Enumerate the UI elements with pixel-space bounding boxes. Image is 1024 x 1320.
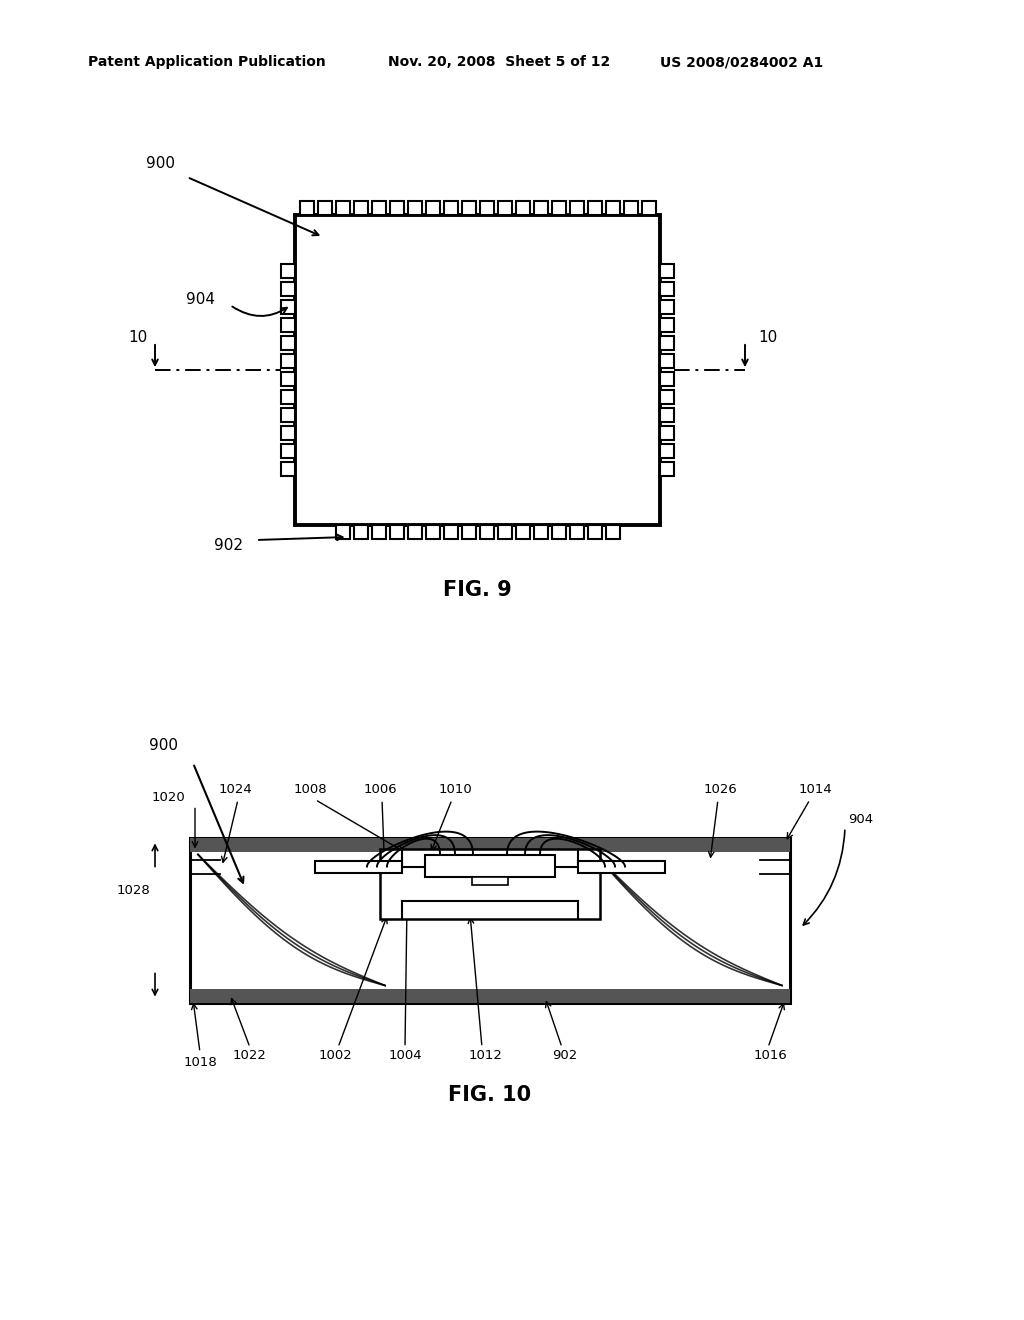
Bar — [372, 201, 385, 215]
Bar — [472, 876, 508, 884]
Bar — [660, 426, 674, 440]
Bar — [605, 525, 620, 539]
Bar — [336, 201, 349, 215]
Text: 1026: 1026 — [703, 783, 737, 796]
Bar — [498, 525, 512, 539]
Text: 1004: 1004 — [388, 1049, 422, 1063]
Bar — [443, 525, 458, 539]
Bar — [534, 201, 548, 215]
Text: 1018: 1018 — [183, 1056, 217, 1069]
Bar — [569, 525, 584, 539]
Text: 1006: 1006 — [364, 783, 397, 796]
Bar — [281, 444, 295, 458]
Bar — [660, 318, 674, 333]
Bar — [353, 201, 368, 215]
Text: 10: 10 — [758, 330, 777, 346]
Text: 902: 902 — [552, 1049, 578, 1063]
Bar — [660, 444, 674, 458]
Bar — [660, 408, 674, 422]
Bar — [281, 300, 295, 314]
Text: 900: 900 — [150, 738, 178, 752]
Bar — [660, 372, 674, 385]
Bar — [660, 282, 674, 296]
Text: Nov. 20, 2008  Sheet 5 of 12: Nov. 20, 2008 Sheet 5 of 12 — [388, 55, 610, 69]
Text: 904: 904 — [848, 813, 873, 826]
Bar — [281, 282, 295, 296]
Text: 1022: 1022 — [233, 1049, 267, 1063]
Text: 1028: 1028 — [117, 883, 150, 896]
Bar — [443, 201, 458, 215]
Bar — [479, 201, 494, 215]
Bar — [380, 849, 600, 919]
Bar — [498, 201, 512, 215]
Text: 1014: 1014 — [798, 783, 831, 796]
Bar — [299, 201, 313, 215]
Bar — [426, 201, 439, 215]
Bar — [408, 201, 422, 215]
Bar — [641, 201, 655, 215]
Bar — [515, 201, 529, 215]
Bar — [281, 372, 295, 385]
Bar — [336, 525, 349, 539]
Text: 1002: 1002 — [318, 1049, 352, 1063]
Text: Patent Application Publication: Patent Application Publication — [88, 55, 326, 69]
Bar — [190, 989, 790, 1002]
Bar — [190, 837, 790, 851]
Bar — [190, 837, 790, 1002]
Bar — [660, 337, 674, 350]
Bar — [389, 525, 403, 539]
Bar — [534, 525, 548, 539]
Bar — [281, 389, 295, 404]
Bar — [281, 462, 295, 477]
Bar — [372, 525, 385, 539]
Bar — [408, 525, 422, 539]
Text: 902: 902 — [214, 537, 243, 553]
Bar — [353, 525, 368, 539]
Text: 904: 904 — [186, 293, 215, 308]
Text: 1010: 1010 — [438, 783, 472, 796]
Bar — [281, 318, 295, 333]
Bar — [425, 854, 555, 876]
Bar — [605, 201, 620, 215]
Bar — [295, 215, 660, 525]
Bar — [426, 525, 439, 539]
Bar — [479, 525, 494, 539]
Bar — [515, 525, 529, 539]
Bar — [588, 525, 601, 539]
Bar — [281, 426, 295, 440]
Bar — [660, 264, 674, 279]
Text: 10: 10 — [129, 330, 148, 346]
Bar — [624, 201, 638, 215]
Bar — [389, 201, 403, 215]
Text: 1016: 1016 — [753, 1049, 786, 1063]
Bar — [660, 389, 674, 404]
Bar — [552, 525, 565, 539]
Text: 1012: 1012 — [468, 1049, 502, 1063]
Bar — [569, 201, 584, 215]
Bar — [315, 861, 402, 873]
Bar — [552, 201, 565, 215]
Bar — [660, 462, 674, 477]
Text: 1024: 1024 — [218, 783, 252, 796]
Text: 1020: 1020 — [152, 791, 185, 804]
Bar — [660, 300, 674, 314]
Bar — [660, 354, 674, 368]
Bar — [281, 264, 295, 279]
Bar — [578, 861, 665, 873]
Bar — [462, 201, 475, 215]
Text: 1008: 1008 — [293, 783, 327, 796]
Bar — [462, 525, 475, 539]
Bar — [281, 408, 295, 422]
Text: US 2008/0284002 A1: US 2008/0284002 A1 — [660, 55, 823, 69]
Bar — [281, 354, 295, 368]
Text: 900: 900 — [146, 156, 175, 170]
Text: FIG. 10: FIG. 10 — [449, 1085, 531, 1105]
Text: FIG. 9: FIG. 9 — [443, 579, 512, 601]
Bar — [588, 201, 601, 215]
Bar — [281, 337, 295, 350]
Bar — [317, 201, 332, 215]
